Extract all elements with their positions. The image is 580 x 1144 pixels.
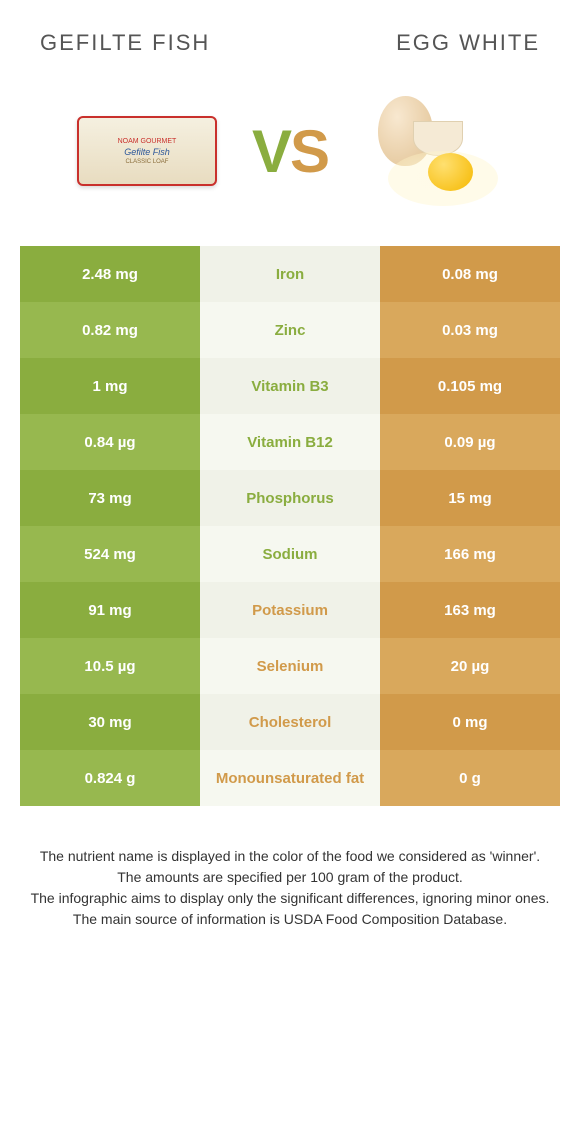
footer-line: The infographic aims to display only the… (30, 888, 550, 909)
table-row: 0.824 gMonounsaturated fat0 g (20, 750, 560, 806)
left-value: 0.84 µg (20, 414, 200, 470)
right-food-image (348, 86, 518, 216)
table-row: 91 mgPotassium163 mg (20, 582, 560, 638)
table-row: 73 mgPhosphorus15 mg (20, 470, 560, 526)
vs-s-letter: S (290, 118, 328, 185)
footer-line: The nutrient name is displayed in the co… (30, 846, 550, 867)
right-value: 0.105 mg (380, 358, 560, 414)
right-value: 0.08 mg (380, 246, 560, 302)
egg-icon (358, 91, 508, 211)
left-value: 2.48 mg (20, 246, 200, 302)
left-value: 524 mg (20, 526, 200, 582)
vs-v-letter: V (252, 118, 290, 185)
nutrient-name: Vitamin B12 (200, 414, 380, 470)
left-value: 1 mg (20, 358, 200, 414)
table-row: 2.48 mgIron0.08 mg (20, 246, 560, 302)
right-food-title: EGG WHITE (396, 30, 540, 56)
right-value: 15 mg (380, 470, 560, 526)
images-row: NOAM GOURMET Gefilte Fish CLASSIC LOAF V… (0, 76, 580, 246)
left-value: 10.5 µg (20, 638, 200, 694)
table-row: 524 mgSodium166 mg (20, 526, 560, 582)
nutrient-name: Vitamin B3 (200, 358, 380, 414)
right-value: 0.09 µg (380, 414, 560, 470)
nutrient-name: Zinc (200, 302, 380, 358)
left-food-image: NOAM GOURMET Gefilte Fish CLASSIC LOAF (62, 86, 232, 216)
nutrient-name: Iron (200, 246, 380, 302)
gefilte-fish-icon: NOAM GOURMET Gefilte Fish CLASSIC LOAF (77, 116, 217, 186)
table-row: 0.84 µgVitamin B120.09 µg (20, 414, 560, 470)
left-value: 73 mg (20, 470, 200, 526)
footer-notes: The nutrient name is displayed in the co… (0, 806, 580, 970)
nutrient-table: 2.48 mgIron0.08 mg0.82 mgZinc0.03 mg1 mg… (20, 246, 560, 806)
right-value: 163 mg (380, 582, 560, 638)
footer-line: The amounts are specified per 100 gram o… (30, 867, 550, 888)
nutrient-name: Selenium (200, 638, 380, 694)
left-value: 0.82 mg (20, 302, 200, 358)
table-row: 10.5 µgSelenium20 µg (20, 638, 560, 694)
table-row: 1 mgVitamin B30.105 mg (20, 358, 560, 414)
nutrient-name: Cholesterol (200, 694, 380, 750)
right-value: 20 µg (380, 638, 560, 694)
nutrient-name: Monounsaturated fat (200, 750, 380, 806)
nutrient-name: Sodium (200, 526, 380, 582)
table-row: 0.82 mgZinc0.03 mg (20, 302, 560, 358)
nutrient-name: Potassium (200, 582, 380, 638)
left-value: 30 mg (20, 694, 200, 750)
right-value: 0 mg (380, 694, 560, 750)
vs-label: VS (252, 117, 328, 186)
header: GEFILTE FISH EGG WHITE (0, 0, 580, 76)
right-value: 166 mg (380, 526, 560, 582)
left-food-title: GEFILTE FISH (40, 30, 210, 56)
left-value: 0.824 g (20, 750, 200, 806)
right-value: 0 g (380, 750, 560, 806)
left-value: 91 mg (20, 582, 200, 638)
right-value: 0.03 mg (380, 302, 560, 358)
nutrient-name: Phosphorus (200, 470, 380, 526)
footer-line: The main source of information is USDA F… (30, 909, 550, 930)
table-row: 30 mgCholesterol0 mg (20, 694, 560, 750)
